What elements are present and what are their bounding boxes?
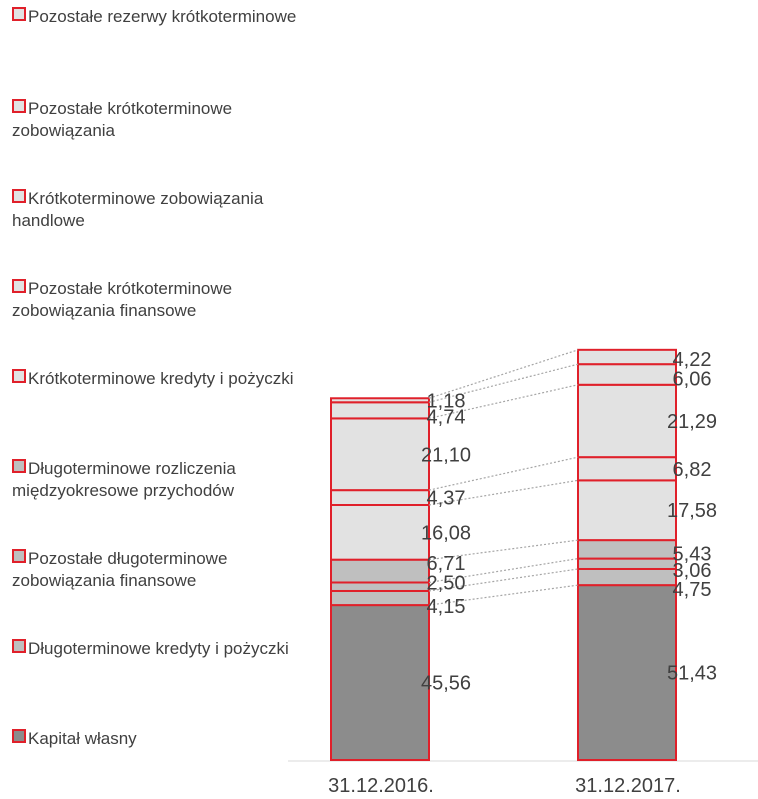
bar-segment: [577, 479, 677, 542]
connector-line: [428, 584, 579, 606]
legend-swatch: [12, 7, 26, 21]
legend-label: Pozostałe rezerwy krótkoterminowe: [28, 7, 297, 26]
connector-line: [428, 363, 579, 403]
bar-segment: [330, 489, 430, 506]
legend-swatch: [12, 279, 26, 293]
legend-label: Długoterminowe kredyty i pożyczki: [28, 639, 289, 658]
data-label: 4,15: [427, 596, 466, 618]
bar-segment: [577, 363, 677, 386]
bar-segment: [330, 504, 430, 561]
legend-label: Pozostałe krótkoterminowe zobowiązania: [12, 99, 233, 140]
bar-segment: [577, 584, 677, 761]
data-label: 6,06: [673, 368, 712, 390]
legend-item: Krótkoterminowe kredyty i pożyczki: [12, 368, 302, 390]
legend-swatch: [12, 459, 26, 473]
bar-segment: [577, 557, 677, 570]
data-label: 51,43: [667, 663, 717, 685]
bar-segment: [330, 397, 430, 404]
legend-label: Pozostałe krótkoterminowe zobowiązania f…: [12, 279, 233, 320]
data-label: 2,50: [427, 573, 466, 595]
data-label: 21,29: [667, 411, 717, 433]
bar-segment: [330, 558, 430, 584]
bar-segment: [330, 581, 430, 592]
bar-segment: [577, 383, 677, 459]
bar-segment: [330, 401, 430, 420]
legend-swatch: [12, 549, 26, 563]
legend-swatch: [12, 369, 26, 383]
data-label: 6,71: [427, 553, 466, 575]
data-label: 3,06: [673, 560, 712, 582]
data-label: 16,08: [421, 522, 471, 544]
bar-segment: [577, 348, 677, 366]
data-label: 17,58: [667, 500, 717, 522]
legend-item: Pozostałe rezerwy krótkoterminowe: [12, 6, 302, 28]
data-label: 21,10: [421, 444, 471, 466]
connector-line: [428, 539, 579, 561]
data-label: 4,74: [427, 406, 466, 428]
legend-swatch: [12, 729, 26, 743]
legend-item: Długoterminowe rozliczenia międzyokresow…: [12, 458, 302, 502]
data-label: 4,75: [673, 579, 712, 601]
bar-segment: [330, 589, 430, 607]
legend-swatch: [12, 189, 26, 203]
legend-item: Krótkoterminowe zobowiązania handlowe: [12, 188, 302, 232]
connector-line: [428, 384, 579, 419]
legend-label: Krótkoterminowe zobowiązania handlowe: [12, 189, 264, 230]
legend-label: Kapitał własny: [28, 729, 137, 748]
legend-item: Kapitał własny: [12, 728, 302, 750]
data-label: 4,37: [427, 488, 466, 510]
bar-segment: [330, 417, 430, 492]
legend-label: Krótkoterminowe kredyty i pożyczki: [28, 369, 294, 388]
x-tick-label: 31.12.2016.: [328, 775, 434, 797]
legend-label: Długoterminowe rozliczenia międzyokresow…: [12, 459, 236, 500]
legend-swatch: [12, 99, 26, 113]
connector-line: [428, 568, 579, 592]
legend-item: Pozostałe długoterminowe zobowiązania fi…: [12, 548, 302, 592]
bar-segment: [577, 567, 677, 587]
data-label: 1,18: [427, 390, 466, 412]
legend-label: Pozostałe długoterminowe zobowiązania fi…: [12, 549, 228, 590]
connector-line: [428, 557, 579, 584]
legend-item: Pozostałe krótkoterminowe zobowiązania: [12, 98, 302, 142]
connector-line: [428, 456, 579, 491]
legend-item: Długoterminowe kredyty i pożyczki: [12, 638, 302, 660]
bar-segment: [330, 604, 430, 762]
legend-swatch: [12, 639, 26, 653]
x-tick-label: 31.12.2017.: [575, 775, 681, 797]
data-label: 4,22: [673, 349, 712, 371]
connector-line: [428, 479, 579, 506]
data-label: 5,43: [673, 543, 712, 565]
data-label: 6,82: [673, 459, 712, 481]
legend-item: Pozostałe krótkoterminowe zobowiązania f…: [12, 278, 302, 322]
bar-segment: [577, 539, 677, 560]
bar-segment: [577, 456, 677, 482]
data-label: 45,56: [421, 673, 471, 695]
